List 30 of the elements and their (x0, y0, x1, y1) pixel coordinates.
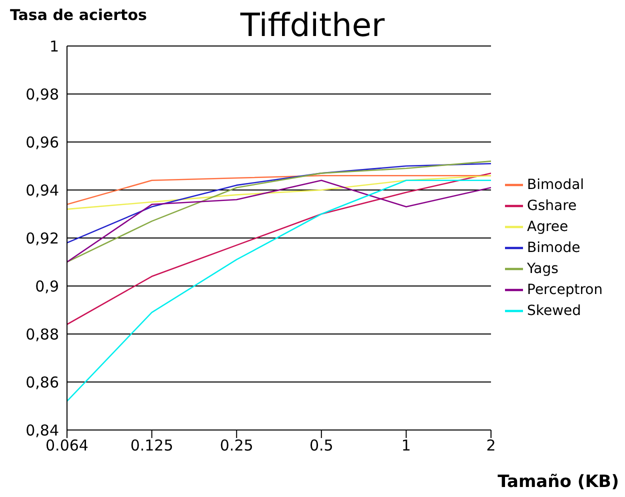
y-tick-label: 0,94 (26, 181, 59, 200)
chart-title: Tiffdither (240, 6, 385, 44)
legend-label: Gshare (527, 198, 577, 214)
x-tick-label: 0.125 (130, 436, 174, 455)
line-series (67, 162, 491, 244)
legend-label: Skewed (527, 303, 582, 319)
line-series (67, 180, 491, 263)
x-tick-label: 0.064 (46, 436, 88, 455)
legend-label: Bimode (527, 240, 580, 256)
y-axis-title: Tasa de aciertos (10, 6, 147, 24)
y-tick-label: 0,88 (26, 325, 59, 344)
x-tick-label: 0.5 (309, 436, 334, 455)
y-tick-label: 0,84 (26, 421, 59, 440)
line-series (67, 160, 491, 263)
x-tick-label: 0.25 (220, 436, 254, 455)
legend-label: Agree (527, 219, 568, 235)
x-tick-label: 2 (486, 436, 496, 455)
line-series (67, 172, 491, 326)
y-tick-label: 0,92 (26, 229, 59, 248)
y-tick-label: 0,86 (26, 373, 59, 392)
x-axis-title: Tamaño (KB) (498, 472, 619, 492)
y-tick-label: 0,98 (26, 85, 59, 104)
y-tick-label: 0,96 (26, 133, 59, 152)
y-tick-label: 0,9 (35, 277, 59, 296)
legend-label: Perceptron (527, 282, 603, 298)
line-series (67, 180, 491, 402)
x-tick-label: 1 (401, 436, 411, 455)
legend-label: Bimodal (527, 177, 584, 193)
legend-label: Yags (527, 261, 558, 277)
y-tick-label: 1 (49, 37, 59, 56)
